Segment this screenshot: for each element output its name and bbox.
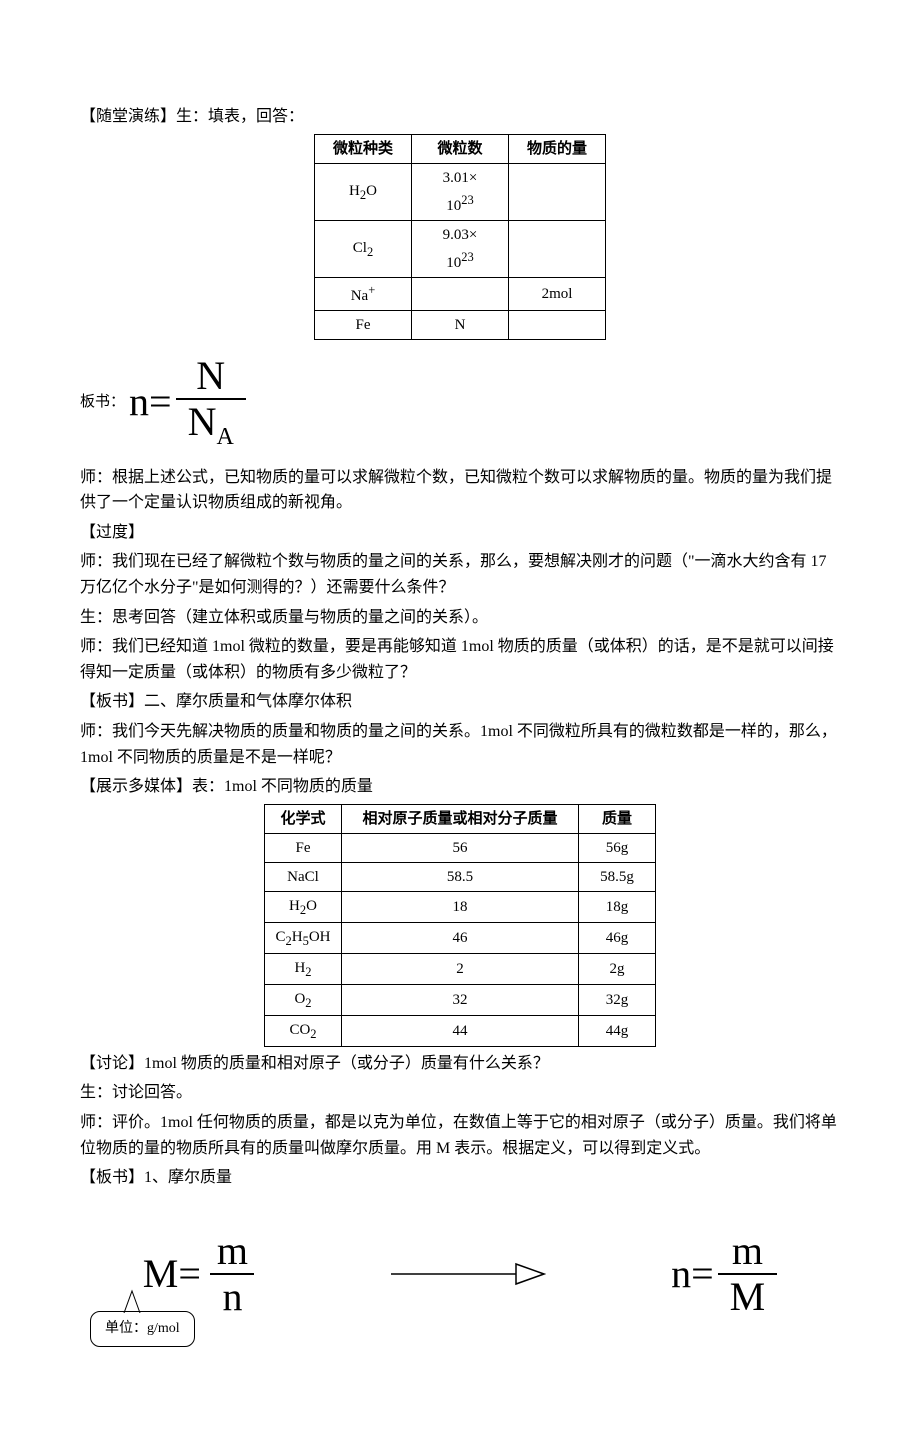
t2-r3-c1: 46 — [342, 922, 579, 953]
t1-r2-c1 — [412, 277, 509, 310]
t2-h2: 相对原子质量或相对分子质量 — [342, 804, 579, 833]
t1-r0-c2 — [509, 163, 606, 220]
t2-r2-c2: 18g — [579, 891, 656, 922]
t2-h3: 质量 — [579, 804, 656, 833]
formula-M: M= m n — [143, 1231, 260, 1317]
exercise-heading: 【随堂演练】生：填表，回答： — [80, 104, 840, 130]
t1-r2-c2: 2mol — [509, 277, 606, 310]
t2-r5-c0: O2 — [265, 984, 342, 1015]
t2-h1: 化学式 — [265, 804, 342, 833]
formulaM-num: m — [205, 1231, 260, 1273]
table-row: H2 2 2g — [265, 953, 656, 984]
formula-row: M= m n n= m M — [80, 1231, 840, 1317]
t2-r0-c1: 56 — [342, 833, 579, 862]
t2-r6-c1: 44 — [342, 1015, 579, 1046]
t2-r1-c2: 58.5g — [579, 862, 656, 891]
t1-h2: 微粒数 — [412, 134, 509, 163]
t2-r5-c1: 32 — [342, 984, 579, 1015]
t1-h3: 物质的量 — [509, 134, 606, 163]
paragraph-student-1: 生：思考回答（建立体积或质量与物质的量之间的关系）。 — [80, 605, 840, 631]
formulan-num: m — [720, 1231, 775, 1273]
t1-r3-c2 — [509, 310, 606, 339]
t2-r1-c1: 58.5 — [342, 862, 579, 891]
table-row: Fe 56 56g — [265, 833, 656, 862]
table-row: C2H5OH 46 46g — [265, 922, 656, 953]
unit-callout: 单位：g/mol — [90, 1311, 195, 1347]
callout-pointer-icon — [120, 1289, 144, 1313]
t2-r4-c2: 2g — [579, 953, 656, 984]
table-row: Fe N — [315, 310, 606, 339]
t1-r1-c2 — [509, 220, 606, 277]
table-row: H2O 3.01×1023 — [315, 163, 606, 220]
t2-r4-c0: H2 — [265, 953, 342, 984]
formula1-denominator: NA — [176, 398, 246, 449]
t2-r1-c0: NaCl — [265, 862, 342, 891]
paragraph-teacher-3: 师：我们已经知道 1mol 微粒的数量，要是再能够知道 1mol 物质的质量（或… — [80, 634, 840, 685]
t1-r1-c0: Cl2 — [315, 220, 412, 277]
t2-r5-c2: 32g — [579, 984, 656, 1015]
formula1-numerator: N — [184, 356, 237, 398]
paragraph-teacher-2: 师：我们现在已经了解微粒个数与物质的量之间的关系，那么，要想解决刚才的问题（"一… — [80, 549, 840, 600]
t1-r3-c0: Fe — [315, 310, 412, 339]
t2-r0-c0: Fe — [265, 833, 342, 862]
multimedia-label: 【展示多媒体】表：1mol 不同物质的质量 — [80, 774, 840, 800]
t1-r2-c0: Na+ — [315, 277, 412, 310]
callout-container: 单位：g/mol — [90, 1311, 840, 1347]
t2-r2-c1: 18 — [342, 891, 579, 922]
t2-r2-c0: H2O — [265, 891, 342, 922]
board-heading-2: 【板书】二、摩尔质量和气体摩尔体积 — [80, 689, 840, 715]
t1-r3-c1: N — [412, 310, 509, 339]
t2-r4-c1: 2 — [342, 953, 579, 984]
t2-r6-c0: CO2 — [265, 1015, 342, 1046]
discuss-label: 【讨论】1mol 物质的质量和相对原子（或分子）质量有什么关系？ — [80, 1051, 840, 1077]
particle-table: 微粒种类 微粒数 物质的量 H2O 3.01×1023 Cl2 9.03×102… — [314, 134, 606, 340]
table-row: Cl2 9.03×1023 — [315, 220, 606, 277]
table-row: H2O 18 18g — [265, 891, 656, 922]
table-row: Na+ 2mol — [315, 277, 606, 310]
t1-r0-c1: 3.01×1023 — [412, 163, 509, 220]
table-row: CO2 44 44g — [265, 1015, 656, 1046]
t2-r3-c2: 46g — [579, 922, 656, 953]
board-heading-3: 【板书】1、摩尔质量 — [80, 1165, 840, 1191]
transition-label: 【过度】 — [80, 520, 840, 546]
formulaM-lhs: M= — [143, 1242, 201, 1306]
formulan-lhs: n= — [671, 1242, 714, 1306]
paragraph-teacher-4: 师：我们今天先解决物质的质量和物质的量之间的关系。1mol 不同微粒所具有的微粒… — [80, 719, 840, 770]
paragraph-teacher-1: 师：根据上述公式，已知物质的量可以求解微粒个数，已知微粒个数可以求解物质的量。物… — [80, 465, 840, 516]
t1-h1: 微粒种类 — [315, 134, 412, 163]
table-row: NaCl 58.5 58.5g — [265, 862, 656, 891]
t1-r0-c0: H2O — [315, 163, 412, 220]
t2-r0-c2: 56g — [579, 833, 656, 862]
t1-r1-c1: 9.03×1023 — [412, 220, 509, 277]
formula-n-equals-N-over-NA: 板书： n= N NA — [80, 356, 840, 449]
table2-container: 化学式 相对原子质量或相对分子质量 质量 Fe 56 56g NaCl 58.5… — [80, 804, 840, 1047]
formula-n: n= m M — [671, 1231, 777, 1317]
t2-r3-c0: C2H5OH — [265, 922, 342, 953]
paragraph-teacher-5: 师：评价。1mol 任何物质的质量，都是以克为单位，在数值上等于它的相对原子（或… — [80, 1110, 840, 1161]
table-row: O2 32 32g — [265, 984, 656, 1015]
paragraph-student-2: 生：讨论回答。 — [80, 1080, 840, 1106]
table1-container: 微粒种类 微粒数 物质的量 H2O 3.01×1023 Cl2 9.03×102… — [80, 134, 840, 340]
t2-r6-c2: 44g — [579, 1015, 656, 1046]
board-prefix: 板书： — [80, 390, 125, 414]
formula1-lhs: n= — [129, 370, 172, 434]
arrow-right-icon — [386, 1254, 546, 1294]
mass-table: 化学式 相对原子质量或相对分子质量 质量 Fe 56 56g NaCl 58.5… — [264, 804, 656, 1047]
